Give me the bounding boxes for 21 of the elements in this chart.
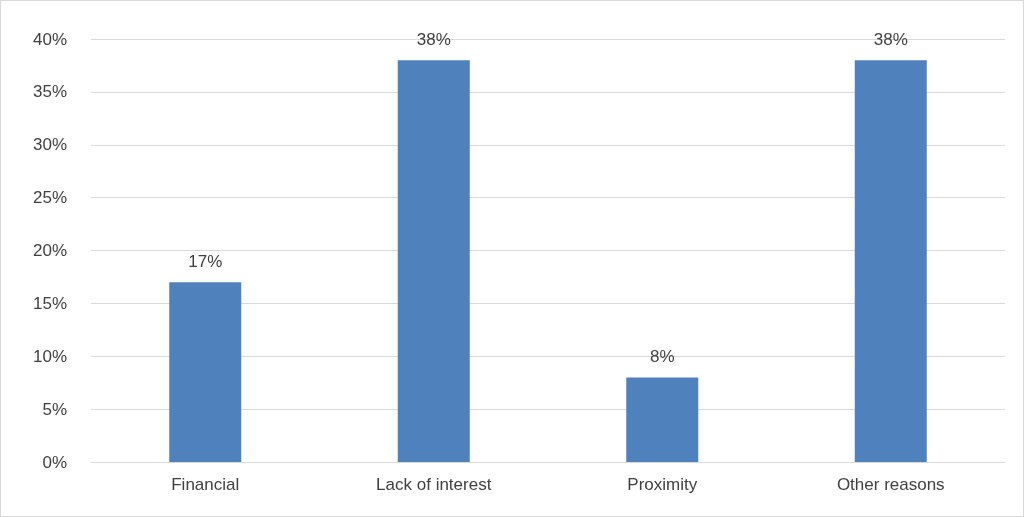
data-label: 8% — [649, 347, 675, 367]
data-label: 38% — [416, 30, 451, 50]
y-tick-label: 10% — [32, 346, 67, 366]
y-tick-label: 15% — [32, 293, 67, 313]
data-label: 17% — [188, 252, 223, 272]
y-tick-label: 40% — [32, 29, 67, 49]
bar — [169, 282, 242, 462]
y-tick-label: 25% — [32, 188, 67, 208]
x-tick-label: Financial — [171, 475, 240, 494]
bar — [854, 60, 927, 462]
bar — [626, 377, 699, 462]
y-tick-label: 35% — [32, 82, 67, 102]
y-tick-label: 0% — [42, 452, 67, 472]
y-tick-label: 20% — [32, 241, 67, 260]
x-tick-label: Proximity — [627, 475, 698, 494]
x-tick-label: Lack of interest — [376, 475, 492, 494]
data-label: 38% — [873, 30, 908, 50]
x-tick-label: Other reasons — [836, 475, 945, 494]
bar — [397, 60, 470, 462]
y-tick-label: 30% — [32, 135, 67, 155]
y-tick-label: 5% — [42, 399, 67, 419]
